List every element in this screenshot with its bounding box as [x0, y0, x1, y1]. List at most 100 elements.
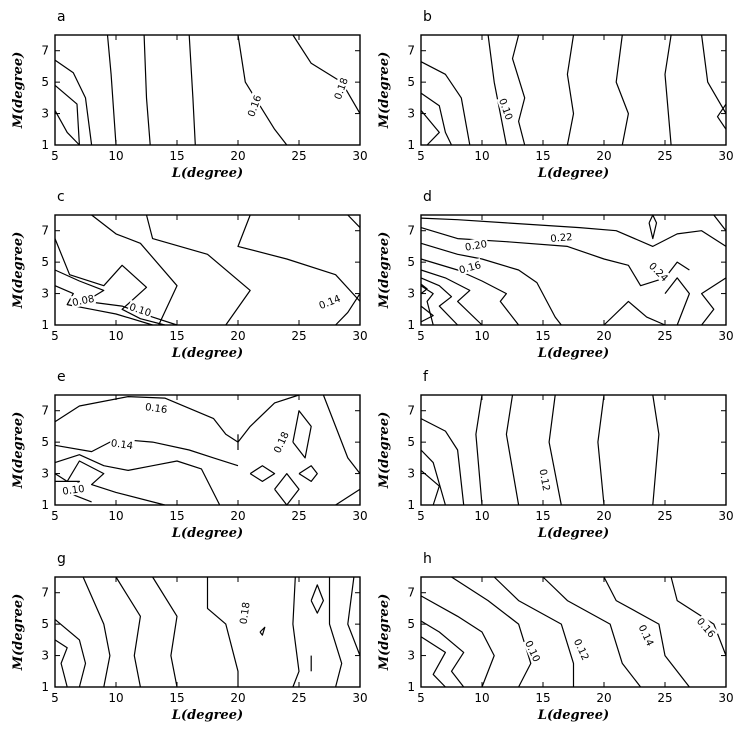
contour-line-d-12	[713, 214, 727, 232]
contour-line-a-4	[106, 34, 117, 146]
contour-line-h-6	[542, 576, 642, 688]
contour-value-label: 0.18	[236, 600, 253, 626]
x-axis-label: L(degree)	[537, 346, 609, 361]
contour-label-background	[270, 428, 292, 456]
panel-d: 5 10 15 20 25 30 1 3 5 7 0.20 0.22 0.16 0.24 L(degree)…	[377, 189, 734, 361]
y-tick-label: 1	[407, 498, 415, 512]
y-tick-label: 3	[407, 107, 415, 121]
contour-line-g-1	[54, 618, 87, 688]
contour-value-label: 0.12	[537, 467, 554, 493]
x-tick-label: 20	[596, 149, 611, 163]
x-tick-label: 10	[108, 691, 123, 705]
contour-line-e-2	[54, 438, 239, 467]
y-axis-label: M(degree)	[11, 232, 26, 310]
contour-line-d-13	[701, 277, 727, 326]
contour-label-background	[496, 95, 517, 123]
contour-value-label: 0.20	[463, 236, 489, 254]
y-tick-label: 3	[41, 107, 49, 121]
y-tick-label: 7	[407, 44, 415, 58]
contour-label-background	[236, 600, 252, 626]
y-axis-label: M(degree)	[377, 594, 392, 672]
x-tick-label: 30	[352, 329, 367, 343]
contour-line-h-8	[670, 576, 727, 656]
x-tick-label: 15	[535, 149, 550, 163]
y-tick-label: 5	[407, 255, 415, 269]
x-tick-label: 10	[474, 691, 489, 705]
contour-line-c-6	[237, 214, 361, 302]
contour-line-d-10	[603, 300, 666, 326]
contour-label-text: 0.10	[62, 484, 86, 498]
y-tick-label: 1	[41, 498, 49, 512]
x-tick-label: 5	[417, 329, 425, 343]
contour-value-label: 0.18	[270, 428, 292, 456]
contour-label-text: 0.08	[71, 294, 95, 309]
x-tick-label: 5	[51, 509, 59, 523]
x-tick-label: 25	[657, 691, 672, 705]
contour-line-b-7	[615, 34, 629, 146]
y-tick-label: 3	[41, 467, 49, 481]
plot-frame-a	[54, 34, 361, 146]
contour-line-f-6	[548, 394, 562, 506]
y-axis-label: M(degree)	[11, 52, 26, 130]
x-tick-label: 30	[718, 691, 733, 705]
contour-line-b-10	[716, 103, 727, 130]
contour-line-g-6	[206, 577, 239, 687]
contour-line-d-1	[420, 217, 727, 247]
x-tick-label: 15	[169, 509, 184, 523]
plot-frame-b	[420, 34, 727, 146]
x-tick-label: 25	[657, 149, 672, 163]
x-tick-label: 30	[718, 509, 733, 523]
x-tick-label: 15	[169, 329, 184, 343]
panel-letter: b	[423, 9, 432, 25]
contour-label-background	[571, 635, 593, 663]
contour-value-label: 0.14	[636, 621, 658, 649]
contour-line-g-12	[347, 576, 361, 656]
contour-value-label: 0.14	[316, 291, 343, 312]
y-tick-label: 1	[407, 318, 415, 332]
contour-label-text: 0.16	[246, 94, 264, 119]
y-axis-label: M(degree)	[377, 412, 392, 490]
contour-line-b-4	[487, 34, 507, 146]
contour-value-label: 0.16	[244, 92, 264, 120]
contour-line-b-5	[511, 34, 526, 146]
contour-label-background	[548, 229, 574, 245]
contour-line-a-6	[188, 34, 196, 146]
y-tick-label: 1	[41, 318, 49, 332]
contour-line-f-3	[420, 469, 440, 506]
contour-value-label: 0.18	[330, 75, 351, 102]
contour-line-d-9	[420, 283, 428, 295]
y-tick-label: 7	[407, 224, 415, 238]
contour-line-a-8	[292, 34, 361, 114]
contour-label-text: 0.20	[464, 239, 488, 254]
panel-b: 5 10 15 20 25 30 1 3 5 7 0.10 L(degree) M(degree) b	[377, 9, 734, 181]
x-tick-label: 25	[291, 691, 306, 705]
x-tick-label: 10	[474, 149, 489, 163]
contour-label-text: 0.14	[318, 294, 343, 313]
x-axis-label: L(degree)	[537, 708, 609, 723]
y-tick-label: 3	[407, 287, 415, 301]
contour-label-text: 0.14	[636, 623, 655, 648]
plot-frame-g	[54, 576, 361, 688]
x-tick-label: 25	[291, 509, 306, 523]
contour-label-background	[456, 257, 483, 276]
x-tick-label: 5	[51, 149, 59, 163]
contour-line-c-1	[54, 285, 153, 326]
x-tick-label: 20	[596, 691, 611, 705]
contour-line-g-3	[82, 576, 111, 688]
y-tick-label: 1	[41, 138, 49, 152]
contour-line-c-3	[54, 238, 165, 326]
x-axis-label: L(degree)	[537, 526, 609, 541]
contour-label-background	[330, 75, 351, 102]
contour-line-a-7	[237, 34, 288, 146]
contour-line-a-1	[54, 59, 93, 146]
contour-line-b-1	[420, 61, 471, 146]
contour-line-c-5	[145, 214, 251, 326]
contour-line-f-8	[652, 394, 660, 506]
contour-line-e-8	[298, 465, 318, 482]
contour-line-a-2	[54, 84, 80, 146]
y-tick-label: 7	[41, 44, 49, 58]
contour-line-h-2	[420, 620, 465, 688]
contour-line-g-2	[54, 639, 68, 688]
contour-line-d-4	[420, 258, 520, 326]
x-tick-label: 10	[108, 149, 123, 163]
